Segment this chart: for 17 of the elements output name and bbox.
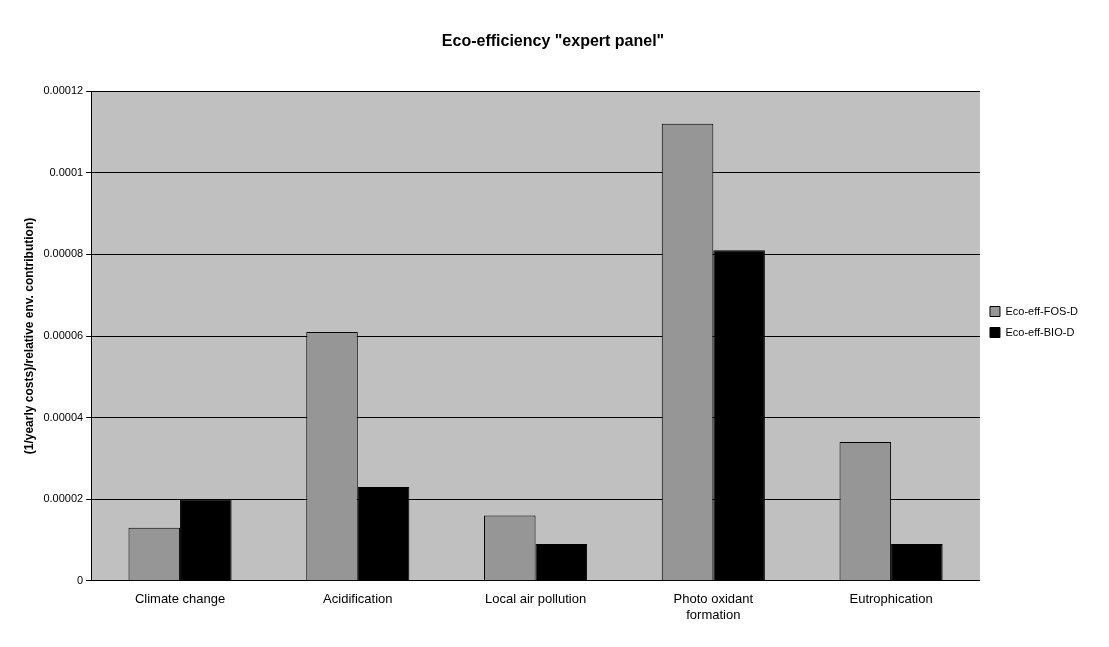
chart-title: Eco-efficiency "expert panel" <box>441 32 665 50</box>
y-tick-label: 0.00002 <box>43 492 84 505</box>
x-tick-label: Acidification <box>323 591 393 607</box>
y-tick-label: 0.0001 <box>49 165 84 178</box>
y-tick-label: 0 <box>77 573 84 586</box>
y-tick-label: 0.00004 <box>43 410 84 423</box>
x-tick-label: Climate change <box>134 591 226 607</box>
x-tick-label: Local air pollution <box>484 591 587 607</box>
x-tick-label: Photo oxidant formation <box>673 591 754 622</box>
legend-label: Eco-eff-FOS-D <box>1005 304 1079 317</box>
y-axis-title: (1/yearly costs)/relative env. contribution) <box>21 217 36 455</box>
y-tick-label: 0.00006 <box>43 329 84 342</box>
bar <box>535 544 588 581</box>
y-tick-label: 0.00012 <box>43 84 84 97</box>
legend-label: Eco-eff-BIO-D <box>1005 325 1075 338</box>
x-tick-label: Eutrophication <box>849 591 933 607</box>
y-tick-label: 0.00008 <box>43 247 84 260</box>
